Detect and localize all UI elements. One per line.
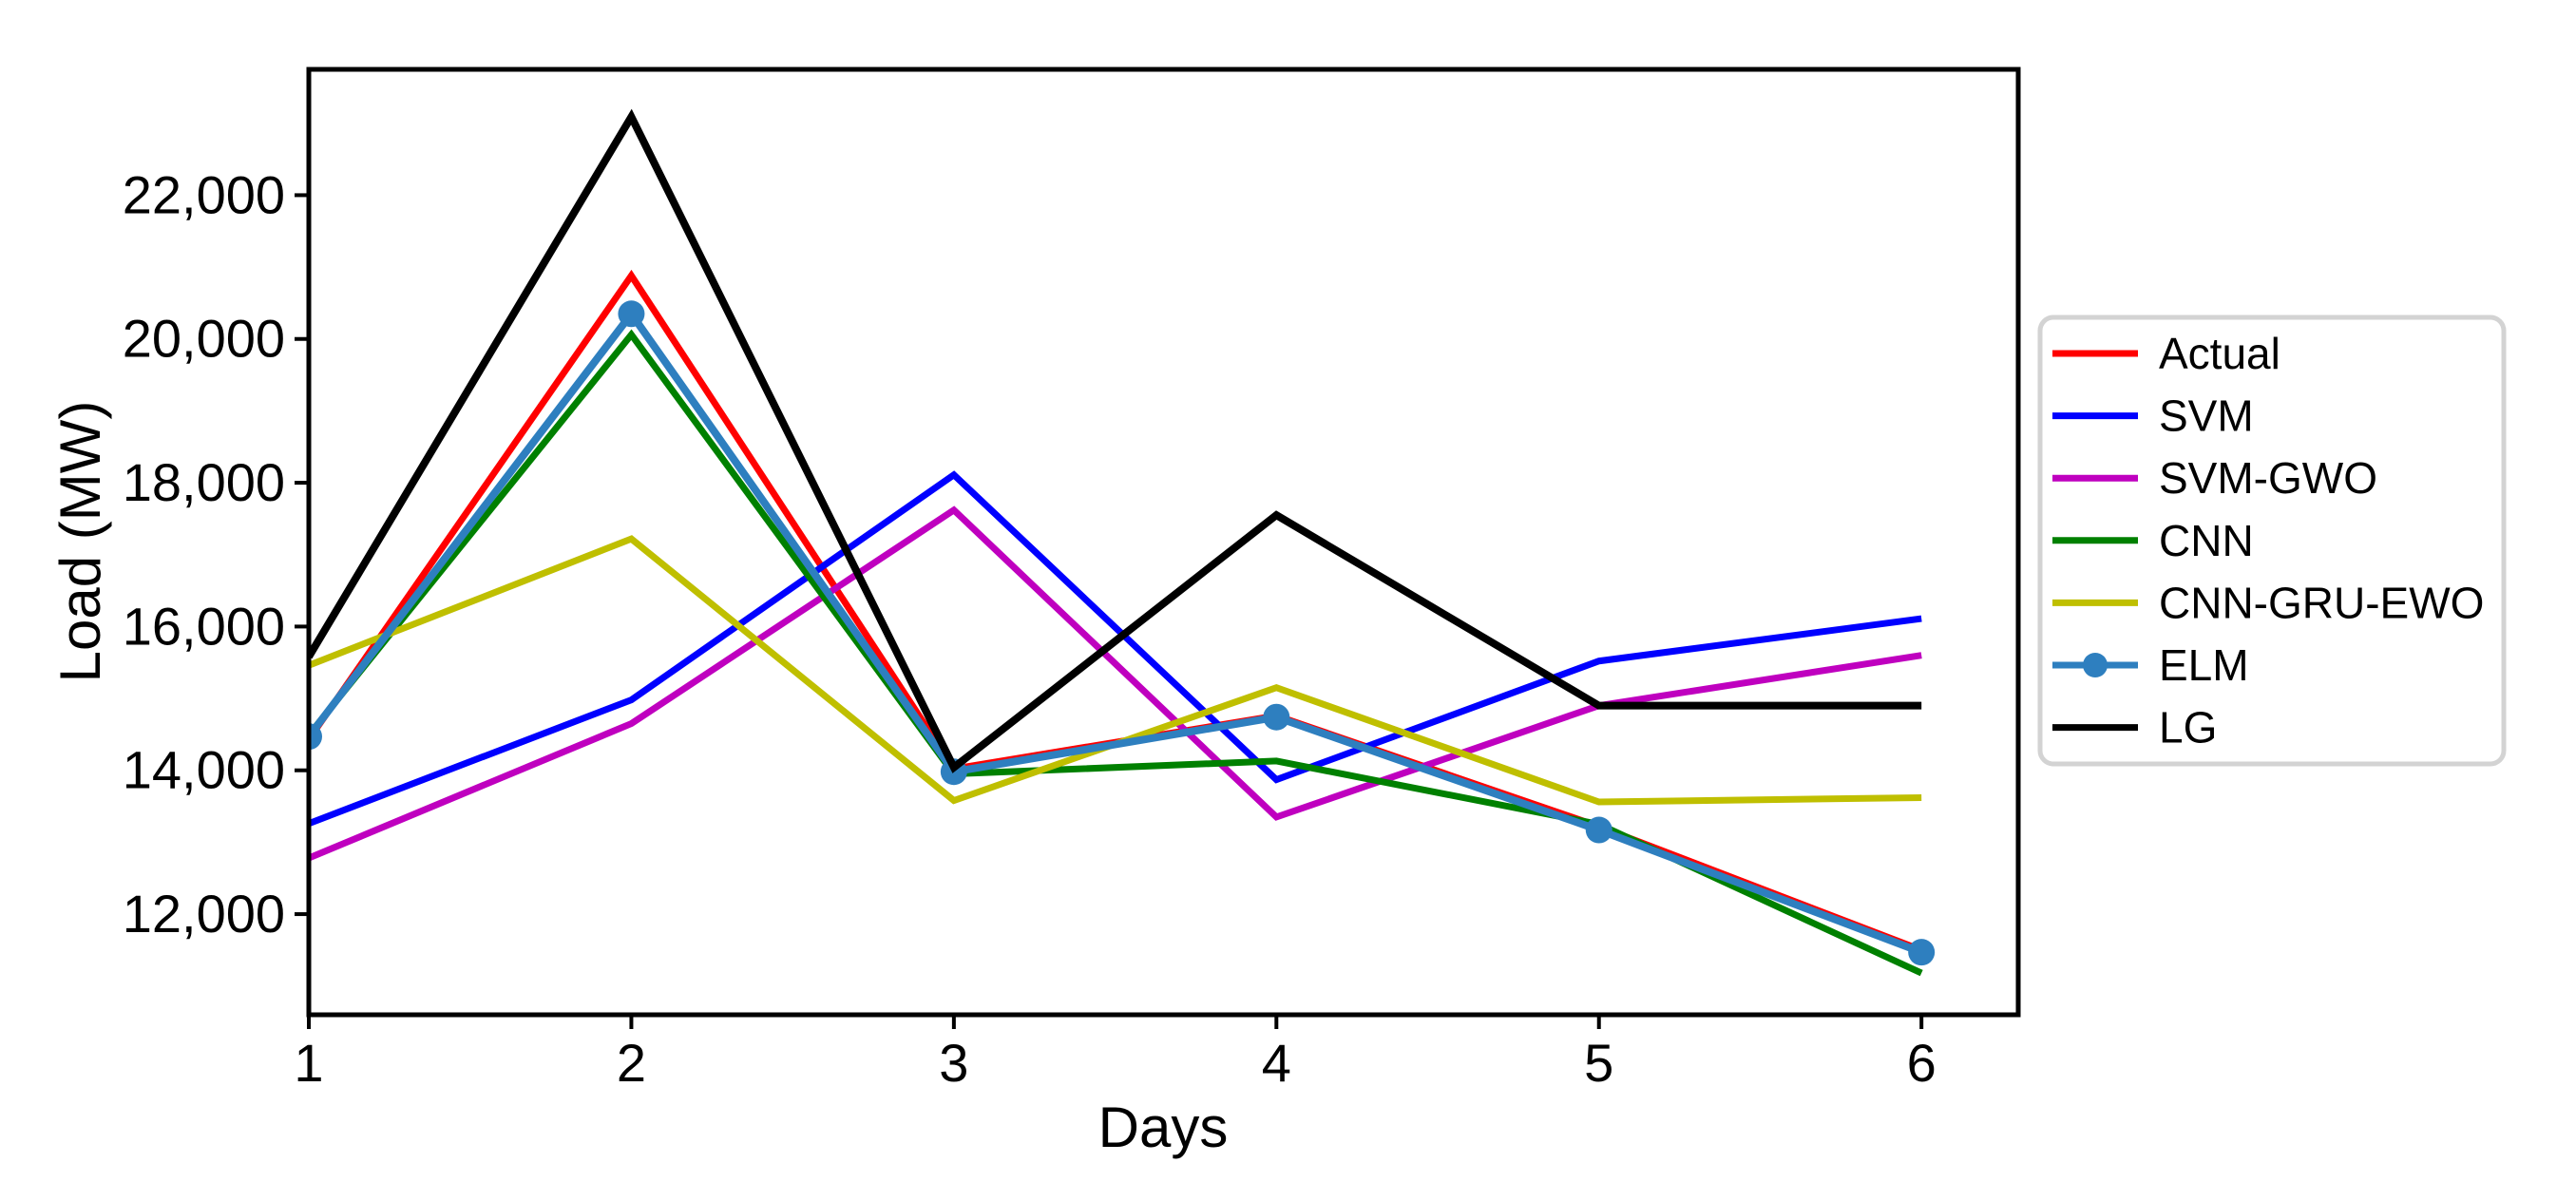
x-tick-label: 5 — [1584, 1033, 1613, 1093]
legend-entry-actual: Actual — [2052, 329, 2280, 378]
x-axis-label: Days — [1098, 1096, 1229, 1159]
series-line-actual — [309, 269, 1923, 954]
series-line-cnn-gru-ewo — [309, 535, 1922, 806]
y-tick-label: 16,000 — [123, 596, 285, 656]
x-tick-label: 4 — [1262, 1033, 1291, 1093]
y-tick-label: 22,000 — [123, 164, 285, 224]
y-tick-label: 20,000 — [123, 309, 285, 369]
series-marker-elm — [1908, 939, 1936, 966]
legend-entry-elm: ELM — [2052, 640, 2249, 690]
y-axis-label: Load (MW) — [48, 401, 112, 683]
axis-ticks: 12,000 14,000 16,000 18,000 20,000 22,000 1 2 3 4… — [123, 164, 1937, 1093]
legend-entry-svm: SVM — [2052, 391, 2254, 441]
legend-entry-svm-gwo: SVM-GWO — [2052, 453, 2377, 503]
plot-area — [309, 108, 1936, 977]
plot-frame — [306, 67, 2021, 1018]
x-tick-label: 1 — [294, 1033, 323, 1093]
x-tick-label: 3 — [939, 1033, 968, 1093]
legend-entry-cnn: CNN — [2052, 516, 2254, 565]
legend-label: SVM — [2159, 391, 2254, 441]
legend: Actual SVM SVM-GWO CNN CNN-GRU-EWO ELM LG — [2037, 315, 2507, 767]
series-line-lg — [309, 108, 1922, 773]
y-tick-label: 14,000 — [123, 740, 285, 800]
legend-label: CNN — [2159, 516, 2254, 565]
legend-label: SVM-GWO — [2159, 453, 2377, 503]
series-marker-elm — [309, 723, 322, 751]
series-line-cnn — [309, 329, 1923, 977]
series-marker-elm — [1263, 703, 1290, 731]
legend-entry-cnn-gru-ewo: CNN-GRU-EWO — [2052, 578, 2484, 627]
series-marker-elm — [618, 300, 645, 328]
y-tick-label: 12,000 — [123, 884, 285, 944]
series-line-elm — [309, 307, 1923, 956]
legend-label: Actual — [2159, 329, 2280, 378]
series-line-svm — [309, 470, 1922, 827]
x-tick-label: 6 — [1907, 1033, 1937, 1093]
legend-label: LG — [2159, 703, 2217, 753]
legend-label: CNN-GRU-EWO — [2159, 578, 2484, 627]
legend-marker-swatch — [2083, 653, 2108, 677]
legend-entry-lg: LG — [2052, 703, 2217, 753]
x-tick-label: 2 — [617, 1033, 646, 1093]
y-tick-label: 18,000 — [123, 452, 285, 512]
legend-label: ELM — [2159, 640, 2249, 690]
series-marker-elm — [1585, 816, 1612, 844]
series-line-svm-gwo — [309, 505, 1922, 862]
legend-box — [2037, 315, 2507, 767]
